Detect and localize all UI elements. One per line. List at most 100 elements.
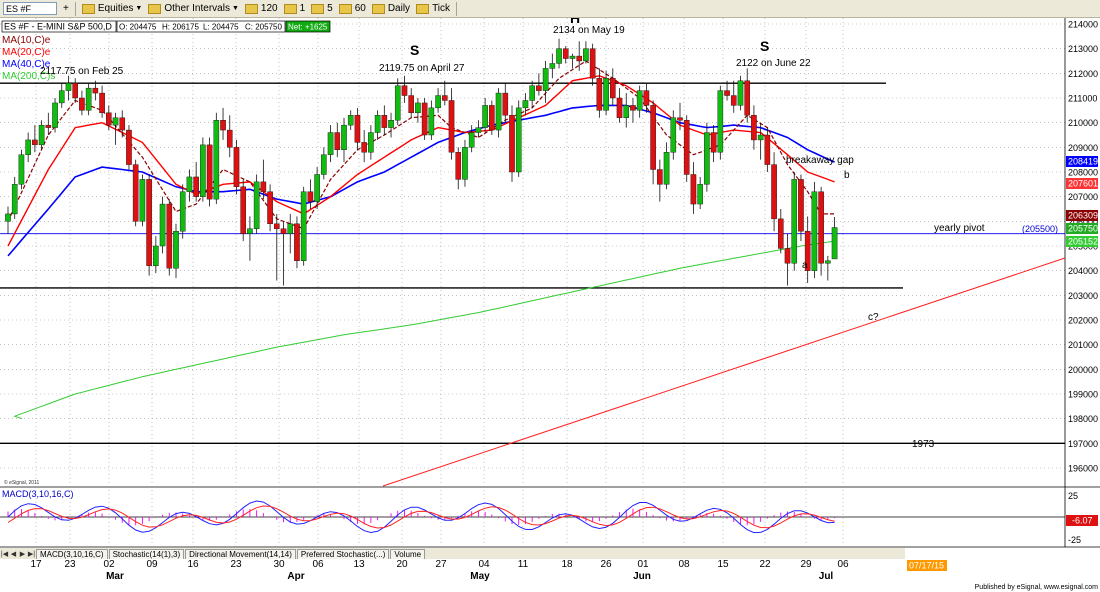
price-tick-label: 208000: [1068, 168, 1098, 178]
candle-body: [811, 191, 818, 271]
interval-tick[interactable]: Tick: [413, 1, 453, 17]
candle-body: [583, 48, 589, 62]
candle-body: [72, 82, 78, 99]
symbol-input[interactable]: ES #F: [3, 2, 57, 15]
candle-body: [751, 115, 757, 141]
tab-directional-movement[interactable]: Directional Movement(14,14): [185, 548, 296, 559]
ma10-value-badge: [1066, 210, 1098, 221]
candle-body: [240, 186, 247, 234]
annotation-breakaway-gap: breakaway gap: [786, 155, 854, 166]
tab-nav-first-icon[interactable]: |◀: [0, 550, 9, 558]
interval-daily[interactable]: Daily: [369, 1, 413, 17]
candle-body: [421, 102, 428, 136]
folder-icon: [338, 3, 352, 14]
candle-body: [166, 203, 173, 269]
candle-body: [556, 48, 562, 64]
candle-body: [179, 191, 186, 232]
ma40-path: [7, 104, 835, 257]
price-chart[interactable]: 214000 213000 212000 211000 210000 209000 2080…: [0, 18, 1100, 592]
last-price-text: 205750: [1068, 224, 1098, 234]
add-button[interactable]: +: [60, 1, 72, 17]
candle-body: [791, 179, 798, 264]
candle-body: [260, 181, 267, 192]
candle-body: [341, 124, 347, 150]
interval-60[interactable]: 60: [336, 1, 369, 17]
ma200-value-text: 205152: [1068, 237, 1098, 247]
tab-preferred-stochastic[interactable]: Preferred Stochastic(...): [296, 548, 390, 559]
candle-body: [213, 119, 220, 200]
candle-body: [542, 68, 549, 91]
price-tick-label: 214000: [1068, 20, 1098, 30]
date-tick-label: 01: [637, 559, 649, 570]
date-tick-label: 30: [273, 559, 285, 570]
legend-ma20: MA(20,C)e: [2, 47, 51, 58]
price-tick-label: 201000: [1068, 340, 1098, 350]
annotation-left-shoulder: S: [410, 42, 419, 58]
equities-label: Equities: [97, 3, 134, 14]
candle-body: [710, 132, 717, 153]
candle-body: [153, 245, 159, 266]
candle-body: [616, 97, 623, 118]
annotation-c: c?: [868, 312, 879, 323]
tab-stochastic[interactable]: Stochastic(14(1),3): [108, 548, 185, 559]
candle-body: [657, 169, 663, 185]
trendline: [382, 257, 1066, 487]
net-change-box: [285, 20, 331, 33]
annotation-feb: 2117.75 on Feb 25: [40, 66, 124, 77]
candle-body: [576, 55, 582, 62]
candle-body: [724, 90, 730, 96]
date-tick-label: 08: [678, 559, 690, 570]
date-axis: 17 23 02 09 16 23 30 06 13 20 27 04 11 18 26 01 08 15 22 29…: [30, 559, 849, 582]
tab-nav-prev-icon[interactable]: ◀: [10, 550, 17, 558]
candle-body: [119, 117, 126, 131]
other-intervals-button[interactable]: Other Intervals ▼: [145, 1, 242, 17]
tab-nav-next-icon[interactable]: ▶: [19, 550, 26, 558]
candle-body: [818, 191, 824, 264]
candle-body: [636, 90, 643, 111]
candle-body: [132, 164, 139, 222]
tab-macd[interactable]: MACD(3,10,16,C): [36, 548, 108, 559]
macd-signal-line: [7, 505, 835, 529]
candle-body: [798, 179, 804, 232]
candle-body: [475, 127, 482, 133]
candle-body: [650, 105, 656, 170]
candle-body: [643, 90, 650, 106]
price-tick-label: 213000: [1068, 44, 1098, 54]
candle-body: [529, 85, 535, 101]
title-box: [1, 20, 117, 33]
ma40-line: [7, 104, 835, 257]
candle-body: [697, 184, 703, 205]
annotation-a: a: [802, 260, 808, 271]
candle-body: [32, 139, 38, 146]
ma10-line: [7, 60, 835, 230]
candle-body: [455, 152, 462, 180]
equities-button[interactable]: Equities ▼: [79, 1, 146, 17]
separator: [456, 1, 458, 16]
candle-body: [99, 92, 105, 113]
candle-body: [401, 85, 408, 96]
date-tick-label: 20: [396, 559, 408, 570]
candle-body: [744, 80, 750, 116]
candle-body: [737, 80, 744, 106]
candle-body: [381, 115, 388, 128]
interval-1[interactable]: 1: [281, 1, 309, 17]
date-tick-label: 23: [64, 559, 76, 570]
ma10-path: [7, 60, 835, 230]
candle-body: [374, 115, 381, 133]
candle-body: [38, 124, 45, 146]
folder-icon: [371, 3, 385, 14]
candle-body: [173, 230, 179, 269]
last-price-badge: [1066, 223, 1098, 234]
esignal-copyright: © eSignal, 2011: [4, 479, 40, 486]
tab-volume[interactable]: Volume: [390, 548, 426, 559]
candle-body: [442, 95, 448, 101]
candle-body: [757, 134, 764, 141]
month-label: Mar: [106, 571, 124, 582]
candle-body: [354, 115, 361, 143]
interval-5[interactable]: 5: [308, 1, 336, 17]
candle-body: [489, 105, 495, 131]
candle-body: [435, 95, 441, 109]
candle-body: [502, 92, 509, 116]
tab-nav-last-icon[interactable]: ▶|: [27, 550, 36, 558]
interval-120[interactable]: 120: [242, 1, 281, 17]
